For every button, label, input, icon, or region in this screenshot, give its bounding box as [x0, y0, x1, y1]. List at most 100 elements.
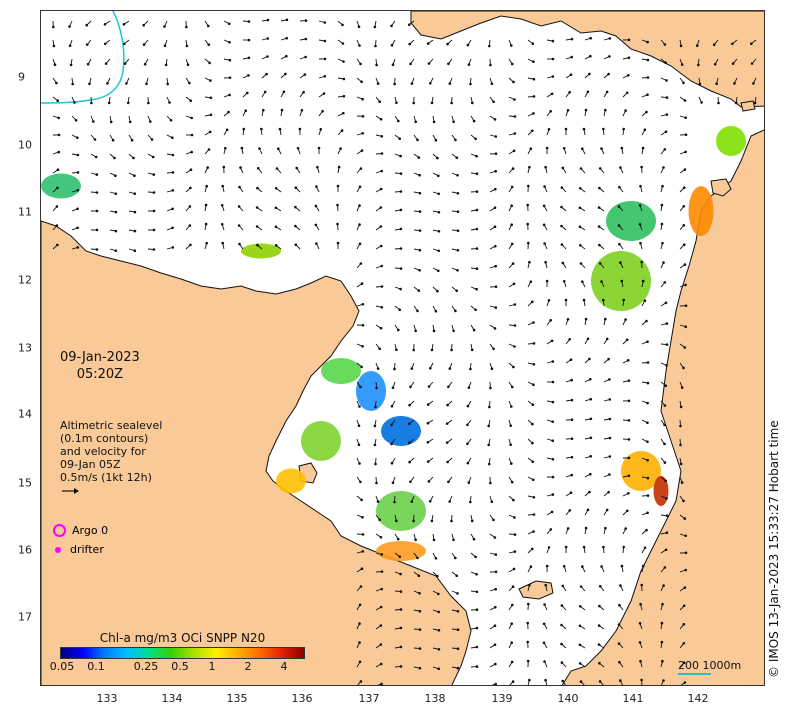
velocity-arrow-head: [551, 360, 555, 363]
velocity-arrow-head: [680, 481, 684, 484]
velocity-arrow-head: [528, 678, 531, 682]
velocity-arrow-head: [542, 223, 546, 227]
velocity-arrow-head: [360, 365, 363, 369]
velocity-arrow-head: [397, 119, 400, 123]
velocity-arrow-head: [543, 242, 546, 245]
velocity-arrow-head: [578, 662, 582, 665]
velocity-arrow-head: [448, 82, 452, 85]
velocity-arrow-head: [466, 461, 470, 465]
velocity-arrow-head: [527, 602, 530, 606]
velocity-arrow-head: [543, 660, 546, 663]
velocity-arrow-head: [294, 205, 297, 209]
velocity-arrow-head: [586, 508, 590, 512]
velocity-arrow-head: [396, 537, 400, 541]
velocity-arrow-head: [561, 679, 564, 683]
velocity-arrow-head: [255, 206, 259, 209]
velocity-arrow-head: [646, 458, 649, 462]
velocity-arrow-head: [640, 583, 643, 587]
velocity-arrow-head: [76, 171, 80, 174]
velocity-arrow-head: [376, 367, 380, 370]
velocity-arrow-head: [323, 75, 327, 78]
velocity-arrow-head: [209, 113, 213, 117]
velocity-arrow-head: [622, 127, 625, 131]
land-island-2: [740, 100, 756, 112]
velocity-arrow-head: [437, 629, 441, 632]
x-tick-label: 138: [424, 692, 446, 705]
velocity-arrow-head: [409, 385, 412, 389]
velocity-arrow-head: [323, 39, 327, 43]
velocity-arrow-head: [95, 228, 99, 232]
velocity-arrow-head: [494, 662, 497, 666]
velocity-arrow-head: [358, 204, 361, 207]
velocity-arrow-head: [561, 584, 565, 588]
map-canvas: [41, 11, 764, 685]
velocity-arrow-head: [266, 37, 270, 40]
velocity-arrow-head: [360, 80, 363, 84]
velocity-arrow-head: [109, 120, 113, 124]
velocity-arrow-head: [698, 82, 702, 86]
velocity-arrow-head: [399, 172, 403, 175]
chl-patch: [381, 416, 421, 446]
map-frame[interactable]: [40, 10, 765, 686]
velocity-arrow-head: [641, 146, 645, 150]
velocity-arrow-head: [472, 328, 476, 332]
velocity-arrow-head: [586, 90, 590, 94]
velocity-arrow-head: [663, 404, 667, 407]
velocity-arrow-head: [617, 642, 621, 645]
velocity-arrow-head: [255, 225, 259, 228]
velocity-arrow-head: [511, 62, 514, 66]
velocity-arrow-head: [380, 306, 384, 309]
velocity-arrow-head: [569, 358, 573, 362]
velocity-arrow-head: [106, 82, 109, 85]
argo-legend-item: Argo 0: [53, 524, 108, 537]
chl-patch: [301, 421, 341, 461]
velocity-arrow-head: [399, 154, 402, 158]
velocity-arrow-head: [684, 304, 688, 308]
velocity-arrow-head: [639, 602, 642, 606]
velocity-arrow-head: [437, 174, 440, 178]
velocity-arrow-head: [295, 166, 298, 170]
velocity-arrow-head: [469, 82, 472, 86]
velocity-arrow-head: [380, 264, 384, 268]
velocity-arrow-head: [416, 556, 419, 560]
velocity-arrow-layer: [52, 18, 757, 685]
velocity-arrow-head: [532, 496, 536, 499]
x-tick-label: 142: [687, 692, 709, 705]
velocity-arrow-head: [342, 94, 346, 98]
velocity-arrow-head: [274, 187, 278, 190]
velocity-arrow-head: [566, 527, 570, 530]
velocity-arrow-head: [432, 329, 436, 333]
velocity-arrow-head: [660, 621, 664, 625]
velocity-arrow-head: [379, 605, 383, 609]
velocity-arrow-head: [274, 225, 278, 229]
velocity-arrow-head: [570, 37, 574, 41]
velocity-arrow-head: [95, 209, 99, 213]
velocity-arrow-head: [376, 82, 380, 85]
velocity-arrow-head: [114, 229, 118, 233]
velocity-arrow-head: [544, 165, 547, 169]
velocity-arrow-head: [488, 405, 491, 409]
velocity-arrow-head: [360, 498, 363, 502]
velocity-arrow-head: [715, 82, 718, 86]
velocity-arrow-head: [224, 146, 227, 150]
velocity-arrow-head: [526, 222, 529, 226]
velocity-arrow-head: [450, 101, 453, 105]
velocity-arrow-head: [582, 298, 586, 302]
velocity-arrow-head: [627, 379, 631, 383]
velocity-arrow-head: [513, 516, 516, 519]
velocity-arrow-head: [456, 628, 460, 631]
velocity-arrow-head: [380, 587, 384, 591]
velocity-arrow-head: [618, 660, 621, 664]
velocity-arrow-head: [549, 110, 552, 113]
velocity-arrow-head: [663, 461, 667, 464]
velocity-arrow-head: [627, 456, 631, 460]
velocity-arrow-head: [511, 585, 515, 588]
y-tick-label: 14: [18, 407, 32, 421]
chl-patch: [621, 451, 661, 491]
velocity-arrow-head: [474, 308, 477, 312]
velocity-arrow-head: [581, 147, 584, 150]
y-tick-label: 15: [18, 476, 32, 490]
velocity-arrow-head: [379, 225, 383, 228]
velocity-arrow-head: [680, 63, 684, 66]
velocity-arrow-head: [731, 42, 734, 46]
